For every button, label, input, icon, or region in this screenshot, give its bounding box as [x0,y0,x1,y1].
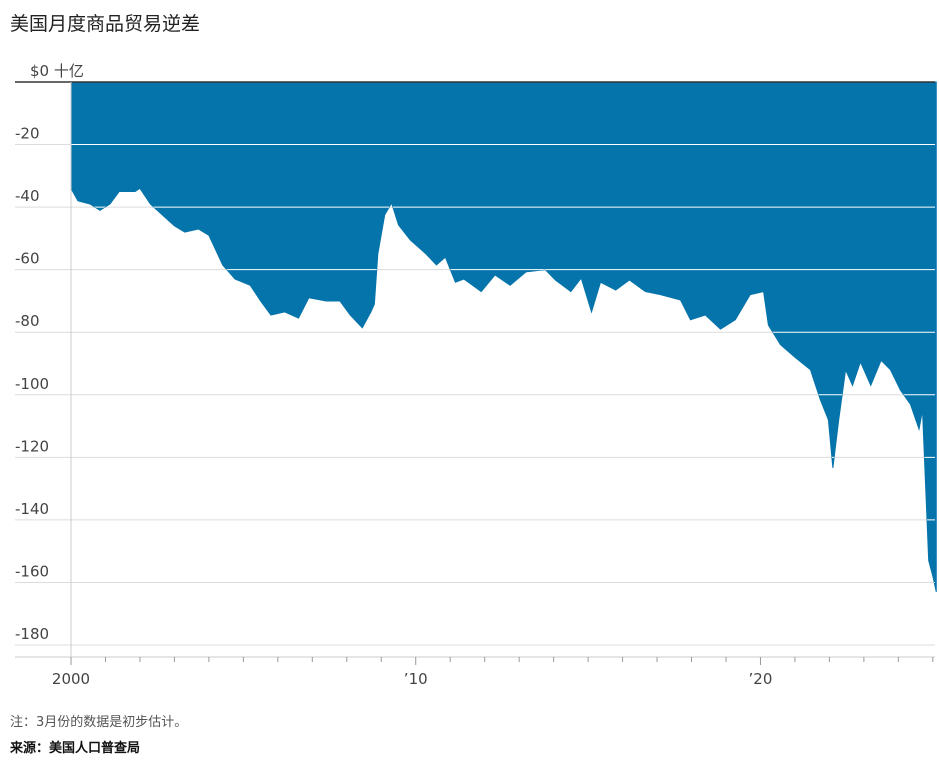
y-tick-label: -80 [15,312,40,330]
y-tick-label: $0 十亿 [30,62,84,80]
source: 来源：美国人口普查局 [9,740,140,756]
area [70,81,937,592]
x-tick-label: ’10 [404,670,428,688]
x-tick-label: ’20 [749,670,773,688]
y-tick-label: -40 [15,187,40,205]
y-tick-label: -120 [15,437,49,455]
y-tick-label: -60 [15,250,40,268]
y-tick-label: -20 [15,125,40,143]
x-tick-label: 2000 [52,670,90,688]
y-tick-label: -180 [15,625,49,643]
y-tick-label: -160 [15,562,49,580]
note: 注：3月份的数据是初步估计。 [10,714,187,730]
y-tick-label: -100 [15,375,49,393]
y-tick-label: -140 [15,500,49,518]
chart-title: 美国月度商品贸易逆差 [10,13,200,35]
